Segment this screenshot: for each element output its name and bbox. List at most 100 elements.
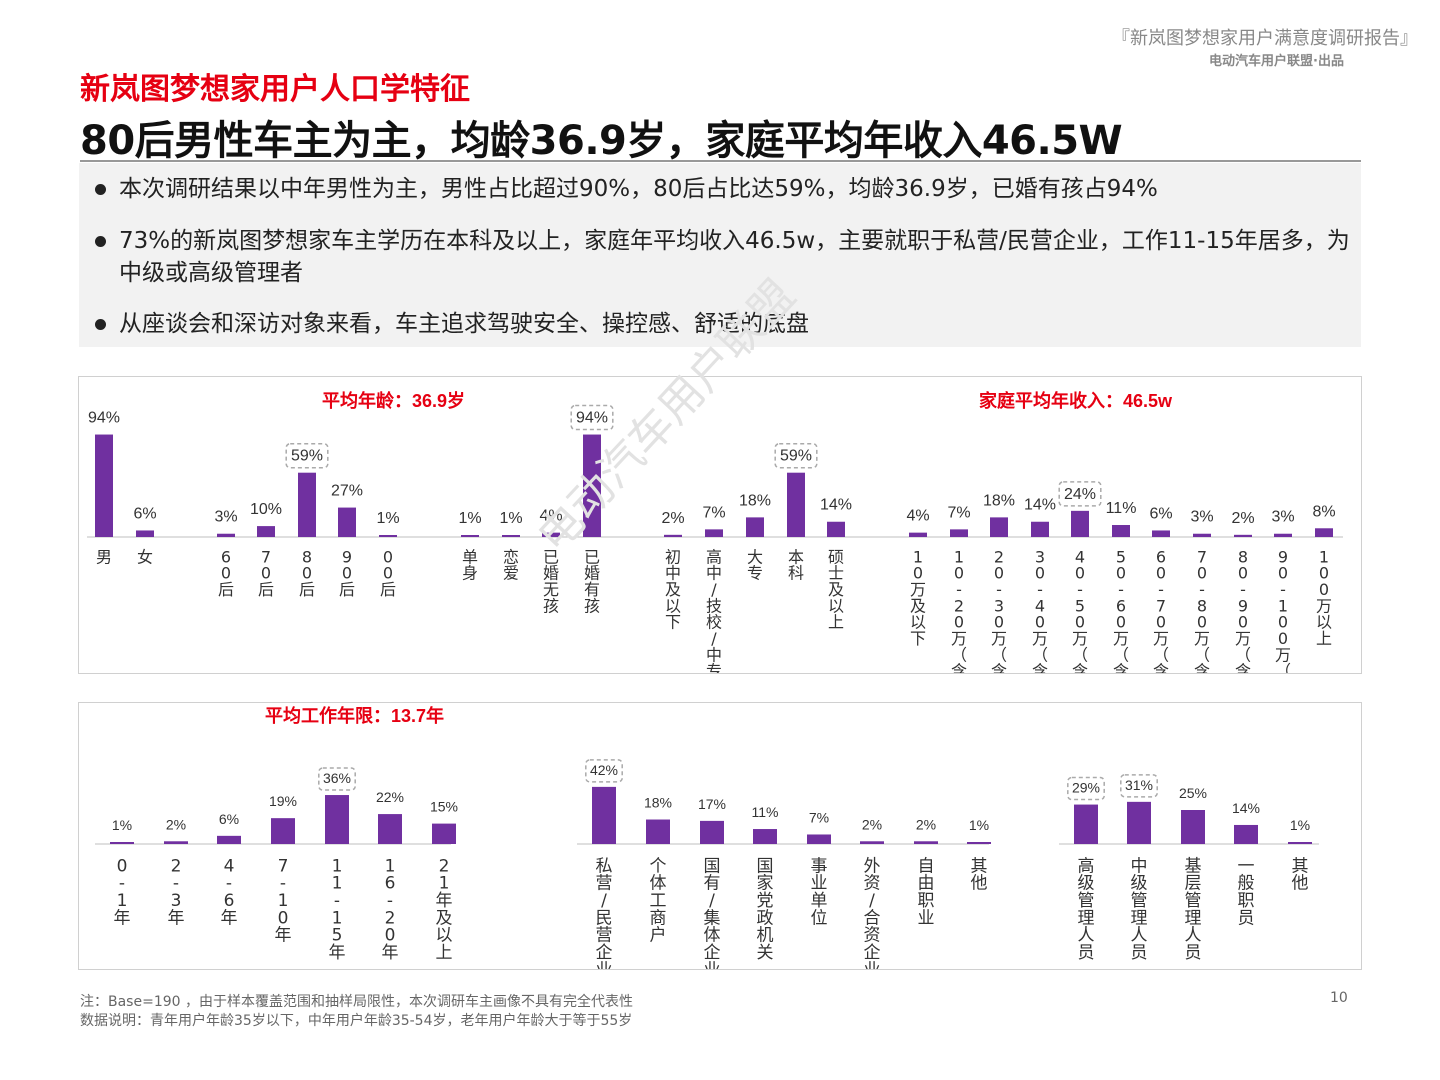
category-label: 单身 xyxy=(462,547,478,582)
data-label: 14% xyxy=(1232,800,1260,816)
bar xyxy=(338,507,356,537)
category-label: 1 6 -2 0 年 xyxy=(382,856,399,963)
category-label: 30-40万（含） xyxy=(1032,547,1048,673)
highlight-box xyxy=(774,442,818,469)
category-label: 其他 xyxy=(1292,856,1309,893)
category-label: 外资/合资企业 xyxy=(864,856,881,969)
bar xyxy=(1234,534,1252,537)
bar xyxy=(950,529,968,537)
highlight-box xyxy=(570,404,614,431)
data-label: 11% xyxy=(752,804,779,820)
category-label: 70-80万（含） xyxy=(1194,547,1210,673)
category-label: 个体工商户 xyxy=(650,856,667,945)
demographics-chart-panel: 平均年龄：36.9岁 家庭平均年收入：46.5w 94% 男 6% 女 3% 6 0 后 10%… xyxy=(78,376,1362,674)
data-label: 2% xyxy=(862,816,882,832)
data-label: 3% xyxy=(214,509,237,526)
bar xyxy=(646,819,670,844)
data-label: 8% xyxy=(1312,503,1335,520)
bar xyxy=(298,472,316,537)
data-label: 10% xyxy=(250,501,282,518)
highlight-box xyxy=(285,442,329,469)
category-label: 大专 xyxy=(747,547,763,582)
bar xyxy=(164,841,188,844)
bar xyxy=(1234,824,1258,844)
category-label: 国有/集体企业 xyxy=(704,856,721,969)
category-label: 2 -3 年 xyxy=(168,856,185,928)
data-label: 1% xyxy=(458,510,481,527)
category-label: 硕士及以上 xyxy=(828,547,844,631)
publisher-label: 电动汽车用户联盟·出品 xyxy=(1209,54,1344,69)
report-title: 『新岚图梦想家用户满意度调研报告』 xyxy=(1112,28,1418,49)
highlight-box xyxy=(1120,774,1158,798)
data-label: 42% xyxy=(590,762,618,778)
data-label: 2% xyxy=(916,816,936,832)
bar xyxy=(746,517,764,537)
bar xyxy=(1288,842,1312,844)
bar xyxy=(461,535,479,537)
data-label: 94% xyxy=(88,410,120,427)
highlight-box xyxy=(1067,776,1105,801)
bar xyxy=(271,818,295,844)
bar xyxy=(967,842,991,844)
category-label: 已婚有孩 xyxy=(584,547,600,615)
bar xyxy=(378,814,402,844)
category-label: 中级管理人员 xyxy=(1131,856,1148,963)
category-label: 高中/技校/中专 xyxy=(706,547,722,673)
category-label: 7 -1 0 年 xyxy=(275,856,292,945)
category-label: 私营/民营企业 xyxy=(596,856,613,969)
bar xyxy=(257,526,275,537)
bar xyxy=(217,835,241,844)
footnote-base: 注：Base=190 ，由于样本覆盖范围和抽样局限性，本次调研车主画像不具有完全… xyxy=(80,994,633,1010)
data-label: 1% xyxy=(376,510,399,527)
bar xyxy=(700,820,724,844)
bar xyxy=(787,472,805,537)
category-label: 其他 xyxy=(971,856,988,893)
data-label: 6% xyxy=(219,811,239,827)
category-label: 1 0 0 万以上 xyxy=(1316,547,1332,648)
category-label: 4 -6 年 xyxy=(221,856,238,928)
bar xyxy=(860,841,884,844)
bar xyxy=(1074,804,1098,844)
bar xyxy=(909,532,927,537)
data-label: 15% xyxy=(430,799,458,815)
category-label: 女 xyxy=(137,547,153,566)
category-label: 高级管理人员 xyxy=(1078,856,1095,963)
bar xyxy=(432,823,456,844)
occupation-chart: 平均工作年限：13.7年 1% 0 -1 年 2% 2 -3 年 6% 4 -6 年 19% 7 -1 0 年 3… xyxy=(95,705,1319,969)
data-label: 1% xyxy=(969,817,989,833)
data-label: 27% xyxy=(331,483,363,500)
category-label: 50-60万（含） xyxy=(1113,547,1129,673)
category-label: 本科 xyxy=(788,547,804,582)
data-label: 19% xyxy=(269,793,297,809)
avg-age-label: 平均年龄：36.9岁 xyxy=(322,390,465,411)
data-label: 3% xyxy=(1271,509,1294,526)
category-label: 80-90万（含） xyxy=(1235,547,1251,673)
data-label: 22% xyxy=(376,789,404,805)
bar xyxy=(1112,525,1130,537)
data-label: 1% xyxy=(112,817,132,833)
data-label: 14% xyxy=(820,497,852,514)
category-label: 0 -1 年 xyxy=(114,856,131,928)
data-label: 94% xyxy=(576,410,608,427)
bar xyxy=(1152,530,1170,537)
category-label: 基层管理人员 xyxy=(1185,856,1202,963)
data-label: 6% xyxy=(1149,505,1172,522)
data-label: 11% xyxy=(1106,500,1137,517)
footnote-data-note: 数据说明：青年用户年龄35岁以下，中年用户年龄35-54岁，老年用户年龄大于等于… xyxy=(80,1013,633,1029)
bar xyxy=(95,434,113,537)
bar xyxy=(502,535,520,537)
category-label: 10-20万（含） xyxy=(951,547,967,673)
bar xyxy=(1071,510,1089,537)
bar xyxy=(542,532,560,537)
data-label: 17% xyxy=(698,796,726,812)
data-label: 4% xyxy=(539,508,562,525)
bar xyxy=(914,841,938,844)
data-label: 2% xyxy=(1231,510,1254,527)
page-number: 10 xyxy=(1330,990,1348,1006)
data-label: 59% xyxy=(780,448,812,465)
bar xyxy=(990,517,1008,537)
